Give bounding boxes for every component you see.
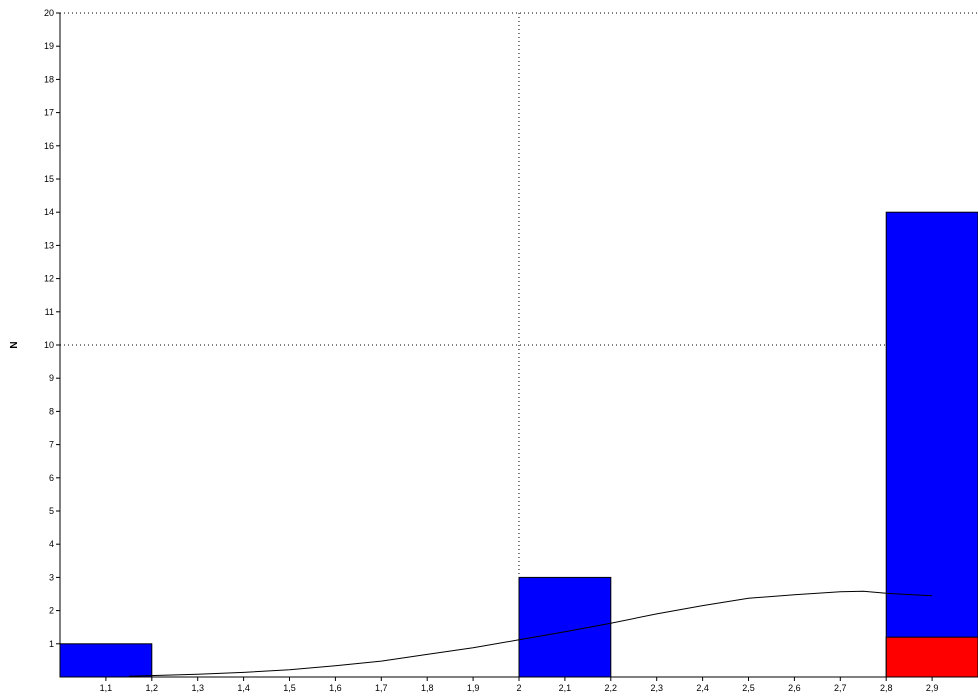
y-tick-label: 20 bbox=[44, 8, 54, 18]
x-tick-label: 1,3 bbox=[191, 683, 204, 693]
y-tick-label: 12 bbox=[44, 274, 54, 284]
x-tick-label: 1,7 bbox=[375, 683, 388, 693]
x-tick-label: 2,8 bbox=[880, 683, 893, 693]
x-tick-label: 1,6 bbox=[329, 683, 342, 693]
x-tick-label: 2,4 bbox=[696, 683, 709, 693]
y-tick-label: 7 bbox=[49, 440, 54, 450]
y-tick-label: 16 bbox=[44, 141, 54, 151]
histogram-bar-highlight bbox=[885, 636, 978, 678]
histogram-bar bbox=[518, 576, 612, 678]
x-tick-label: 2,6 bbox=[788, 683, 801, 693]
y-tick-label: 15 bbox=[44, 174, 54, 184]
x-tick-label: 2,5 bbox=[742, 683, 755, 693]
y-tick-label: 5 bbox=[49, 506, 54, 516]
y-tick-label: 8 bbox=[49, 406, 54, 416]
histogram-bar bbox=[885, 211, 978, 678]
y-tick-label: 3 bbox=[49, 572, 54, 582]
x-tick-label: 1,9 bbox=[467, 683, 480, 693]
y-tick-label: 14 bbox=[44, 207, 54, 217]
x-tick-label: 1,2 bbox=[146, 683, 159, 693]
x-tick-label: 2,9 bbox=[926, 683, 939, 693]
x-tick-label: 2 bbox=[516, 683, 521, 693]
fitted-curve bbox=[128, 590, 933, 677]
y-tick-label: 18 bbox=[44, 74, 54, 84]
x-tick-label: 2,2 bbox=[605, 683, 618, 693]
x-tick-label: 1,4 bbox=[237, 683, 250, 693]
y-tick-label: 6 bbox=[49, 473, 54, 483]
y-tick-label: 10 bbox=[44, 340, 54, 350]
y-tick-label: 19 bbox=[44, 41, 54, 51]
y-tick-label: 9 bbox=[49, 373, 54, 383]
histogram-bar bbox=[59, 643, 153, 678]
x-tick-label: 2,1 bbox=[559, 683, 572, 693]
y-tick-label: 13 bbox=[44, 240, 54, 250]
y-tick-label: 11 bbox=[45, 307, 54, 317]
y-tick-label: 17 bbox=[44, 108, 54, 118]
y-tick-label: 1 bbox=[49, 639, 54, 649]
x-tick-label: 1,1 bbox=[100, 683, 113, 693]
y-tick-label: 4 bbox=[49, 539, 54, 549]
x-tick-label: 1,5 bbox=[283, 683, 296, 693]
y-axis-label: N bbox=[9, 341, 20, 348]
x-tick-label: 1,8 bbox=[421, 683, 434, 693]
x-tick-label: 2,7 bbox=[834, 683, 847, 693]
x-tick-label: 2,3 bbox=[650, 683, 663, 693]
y-tick-label: 2 bbox=[49, 606, 54, 616]
